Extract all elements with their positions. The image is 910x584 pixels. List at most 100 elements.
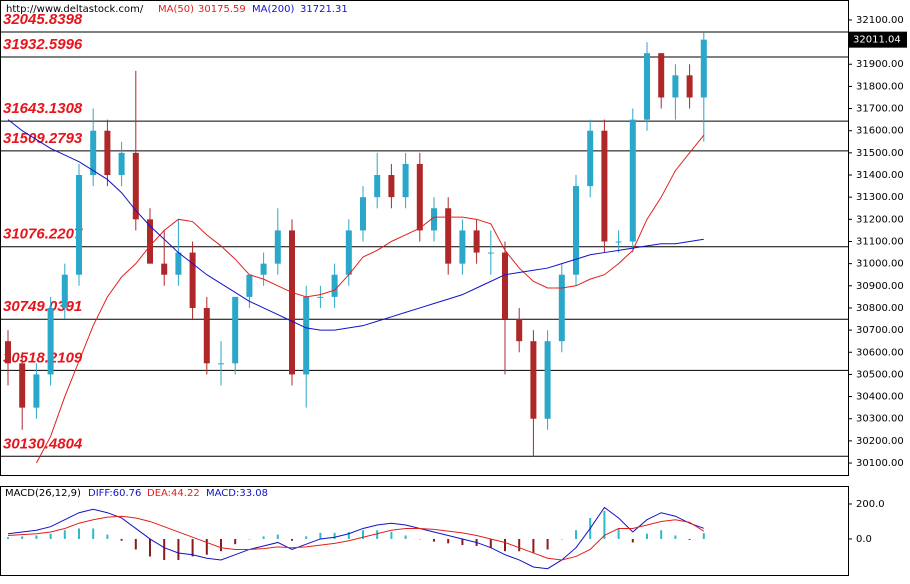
candle-body <box>402 163 409 198</box>
macd-bar <box>660 530 663 539</box>
candle-body <box>345 230 352 275</box>
candle-body <box>473 230 480 253</box>
y-tick-label: 31500.00 <box>856 148 904 159</box>
candle-body <box>132 152 139 220</box>
candle-body <box>317 296 324 298</box>
macd-bar <box>276 534 279 539</box>
macd-bar <box>120 538 123 541</box>
macd-bar <box>504 538 506 552</box>
macd-bar <box>149 538 151 557</box>
ma-value: 31721.31 <box>300 4 348 15</box>
macd-bar <box>489 538 492 548</box>
macd-bar <box>674 535 677 539</box>
macd-title: MACD(26,12,9) <box>5 488 81 499</box>
level-label: 30130.4804 <box>3 435 83 452</box>
candle-body <box>459 230 466 264</box>
level-label: 32045.8398 <box>3 11 83 28</box>
macd-bar <box>447 538 450 544</box>
y-tick-label: 30500.00 <box>856 369 904 380</box>
macd-bar <box>575 530 577 539</box>
ma-name: MA(50) <box>158 4 194 15</box>
candle-body <box>161 263 168 275</box>
y-tick-label: 30400.00 <box>856 392 904 403</box>
macd-bar <box>49 533 52 539</box>
y-tick-label: 31000.00 <box>856 259 904 270</box>
y-tick-label: 32100.00 <box>856 15 904 26</box>
y-tick-label: 31100.00 <box>856 236 904 247</box>
candle-body <box>487 252 494 254</box>
moving-average <box>35 134 705 464</box>
diff-label: DIFF:60.76 <box>88 488 141 499</box>
level-label: 31076.2207 <box>3 226 83 243</box>
candle-body <box>672 75 679 98</box>
candle-body <box>104 130 111 176</box>
price-panel <box>0 0 849 476</box>
macd-bar <box>646 533 648 539</box>
macd-bar <box>92 528 95 539</box>
candle-body <box>90 130 97 176</box>
macd-bar <box>617 528 620 539</box>
candle-body <box>516 319 523 342</box>
candle-body <box>19 363 26 408</box>
price-tag-label: 32011.04 <box>853 35 901 46</box>
source-url: http://www.deltastock.com/ <box>6 4 144 15</box>
y-tick-label: 30900.00 <box>856 281 904 292</box>
candle-body <box>33 374 40 408</box>
candle-body <box>47 307 54 375</box>
level-label: 31643.1308 <box>3 100 83 117</box>
y-tick-label: 31900.00 <box>856 59 904 70</box>
candle-body <box>360 197 366 231</box>
candle-body <box>658 53 665 98</box>
candle-body <box>615 241 622 243</box>
macd-bar <box>702 533 705 539</box>
candle-body <box>629 119 636 242</box>
candle-body <box>5 341 11 364</box>
y-tick-label: 30700.00 <box>856 325 904 336</box>
candle-body <box>189 252 196 308</box>
candle-body <box>303 296 310 375</box>
macd-bar <box>560 538 563 540</box>
y-tick-label: 31800.00 <box>856 81 904 92</box>
macd-bar <box>631 538 634 543</box>
macd-bar <box>7 537 9 539</box>
macd-bar <box>532 538 535 553</box>
y-tick-label: 30800.00 <box>856 303 904 314</box>
candle-body <box>76 175 82 275</box>
y-tick-label: 30600.00 <box>856 347 904 358</box>
macd-bar <box>305 536 308 539</box>
candle-body <box>587 130 594 187</box>
macd-bar <box>63 530 66 539</box>
macd-bar <box>220 538 222 552</box>
candle-body <box>445 208 452 264</box>
macd-bar <box>177 538 180 560</box>
y-tick-label: 0.0 <box>856 534 872 545</box>
candle-body <box>644 53 650 120</box>
macd-bar <box>362 530 364 539</box>
macd-bar <box>376 530 379 539</box>
candle-body <box>147 219 153 264</box>
dea-label: DEA:44.22 <box>147 488 200 499</box>
candle-body <box>218 363 224 365</box>
candle-body <box>331 274 338 297</box>
moving-average <box>7 119 704 331</box>
y-tick-label: 31200.00 <box>856 214 904 225</box>
ma-name: MA(200) <box>252 4 294 15</box>
candle-body <box>502 252 508 320</box>
macd-bar <box>234 538 237 545</box>
candle-body <box>416 163 423 231</box>
macd-bar <box>291 538 293 541</box>
candle-body <box>431 208 437 231</box>
level-label: 30518.2109 <box>3 349 83 366</box>
macd-bar <box>319 532 322 539</box>
macd-line <box>7 515 705 561</box>
macd-bar <box>205 538 208 555</box>
candle-body <box>374 175 381 198</box>
ma-value: 30175.59 <box>198 4 246 15</box>
macd-bar <box>418 538 421 540</box>
candle-body <box>260 263 267 275</box>
candle-body <box>175 252 182 275</box>
y-tick-label: 31300.00 <box>856 192 904 203</box>
macd-label: MACD:33.08 <box>206 488 268 499</box>
